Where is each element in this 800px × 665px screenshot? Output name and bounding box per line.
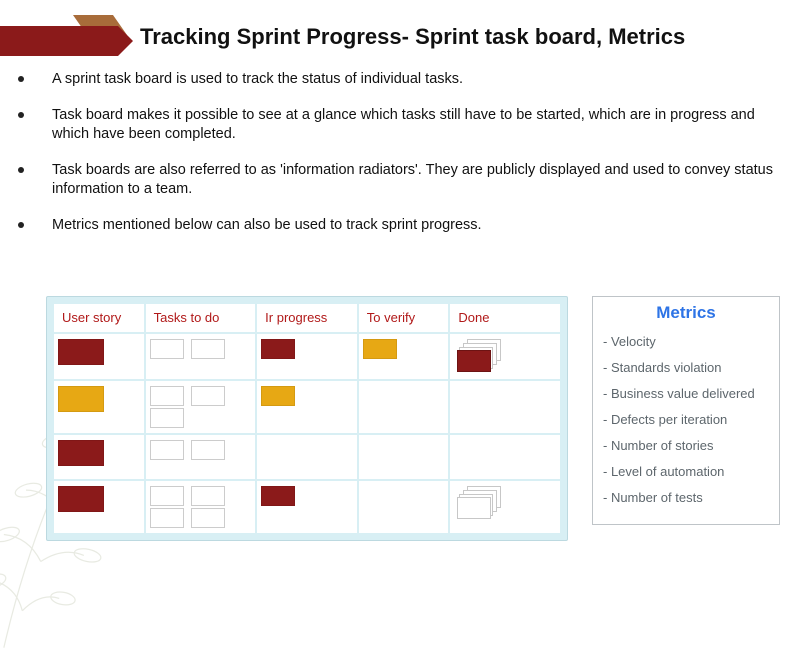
task-card xyxy=(191,486,225,506)
bullet-text: Task boards are also referred to as 'inf… xyxy=(52,161,780,200)
task-board-table: User story Tasks to do Ir progress To ve… xyxy=(52,302,562,535)
cell-done xyxy=(450,481,560,533)
bullet-dot-icon xyxy=(18,76,24,82)
cell-in-progress xyxy=(257,435,357,479)
bullet-text: Metrics mentioned below can also be used… xyxy=(52,216,482,236)
col-header-to-verify: To verify xyxy=(359,304,449,332)
task-card xyxy=(191,440,225,460)
bullet-item: Task boards are also referred to as 'inf… xyxy=(18,161,780,200)
task-card xyxy=(150,408,184,428)
cell-todo xyxy=(146,381,256,433)
story-card xyxy=(58,339,104,365)
cell-todo xyxy=(146,334,256,379)
bullet-item: A sprint task board is used to track the… xyxy=(18,70,780,90)
metrics-item: - Business value delivered xyxy=(603,386,769,401)
story-card xyxy=(58,440,104,466)
cell-in-progress xyxy=(257,481,357,533)
bullet-dot-icon xyxy=(18,222,24,228)
cell-done xyxy=(450,334,560,379)
page-title: Tracking Sprint Progress- Sprint task bo… xyxy=(140,24,685,50)
board-row xyxy=(54,481,560,533)
cell-done xyxy=(450,435,560,479)
cell-to-verify xyxy=(359,481,449,533)
board-header-row: User story Tasks to do Ir progress To ve… xyxy=(54,304,560,332)
cell-user-story xyxy=(54,481,144,533)
task-card xyxy=(261,386,295,406)
metrics-title: Metrics xyxy=(603,303,769,323)
cell-user-story xyxy=(54,381,144,433)
bullet-dot-icon xyxy=(18,167,24,173)
col-header-in-progress: Ir progress xyxy=(257,304,357,332)
bullet-dot-icon xyxy=(18,112,24,118)
metrics-item: - Number of stories xyxy=(603,438,769,453)
board-row xyxy=(54,435,560,479)
col-header-todo: Tasks to do xyxy=(146,304,256,332)
task-board: User story Tasks to do Ir progress To ve… xyxy=(46,296,568,541)
task-card xyxy=(191,508,225,528)
task-card xyxy=(191,339,225,359)
cell-user-story xyxy=(54,435,144,479)
bullet-list: A sprint task board is used to track the… xyxy=(18,70,780,251)
story-card xyxy=(58,386,104,412)
card-stack xyxy=(457,339,503,369)
cell-todo xyxy=(146,435,256,479)
metrics-item: - Number of tests xyxy=(603,490,769,505)
metrics-item: - Defects per iteration xyxy=(603,412,769,427)
story-card xyxy=(58,486,104,512)
task-card xyxy=(150,339,184,359)
task-card xyxy=(261,486,295,506)
board-row xyxy=(54,334,560,379)
task-card xyxy=(261,339,295,359)
bullet-item: Task board makes it possible to see at a… xyxy=(18,106,780,145)
cell-done xyxy=(450,381,560,433)
bullet-text: Task board makes it possible to see at a… xyxy=(52,106,780,145)
task-card xyxy=(191,386,225,406)
board-row xyxy=(54,381,560,433)
task-card xyxy=(150,486,184,506)
bullet-text: A sprint task board is used to track the… xyxy=(52,70,463,90)
cell-in-progress xyxy=(257,334,357,379)
title-ribbon xyxy=(0,26,118,56)
bullet-item: Metrics mentioned below can also be used… xyxy=(18,216,780,236)
cell-todo xyxy=(146,481,256,533)
metrics-item: - Standards violation xyxy=(603,360,769,375)
cell-to-verify xyxy=(359,381,449,433)
task-card xyxy=(363,339,397,359)
cell-to-verify xyxy=(359,435,449,479)
cell-to-verify xyxy=(359,334,449,379)
task-card xyxy=(150,386,184,406)
col-header-done: Done xyxy=(450,304,560,332)
col-header-user-story: User story xyxy=(54,304,144,332)
cell-user-story xyxy=(54,334,144,379)
metrics-panel: Metrics - Velocity - Standards violation… xyxy=(592,296,780,525)
task-card xyxy=(150,440,184,460)
card-stack xyxy=(457,486,503,516)
metrics-item: - Velocity xyxy=(603,334,769,349)
cell-in-progress xyxy=(257,381,357,433)
task-card xyxy=(150,508,184,528)
metrics-item: - Level of automation xyxy=(603,464,769,479)
